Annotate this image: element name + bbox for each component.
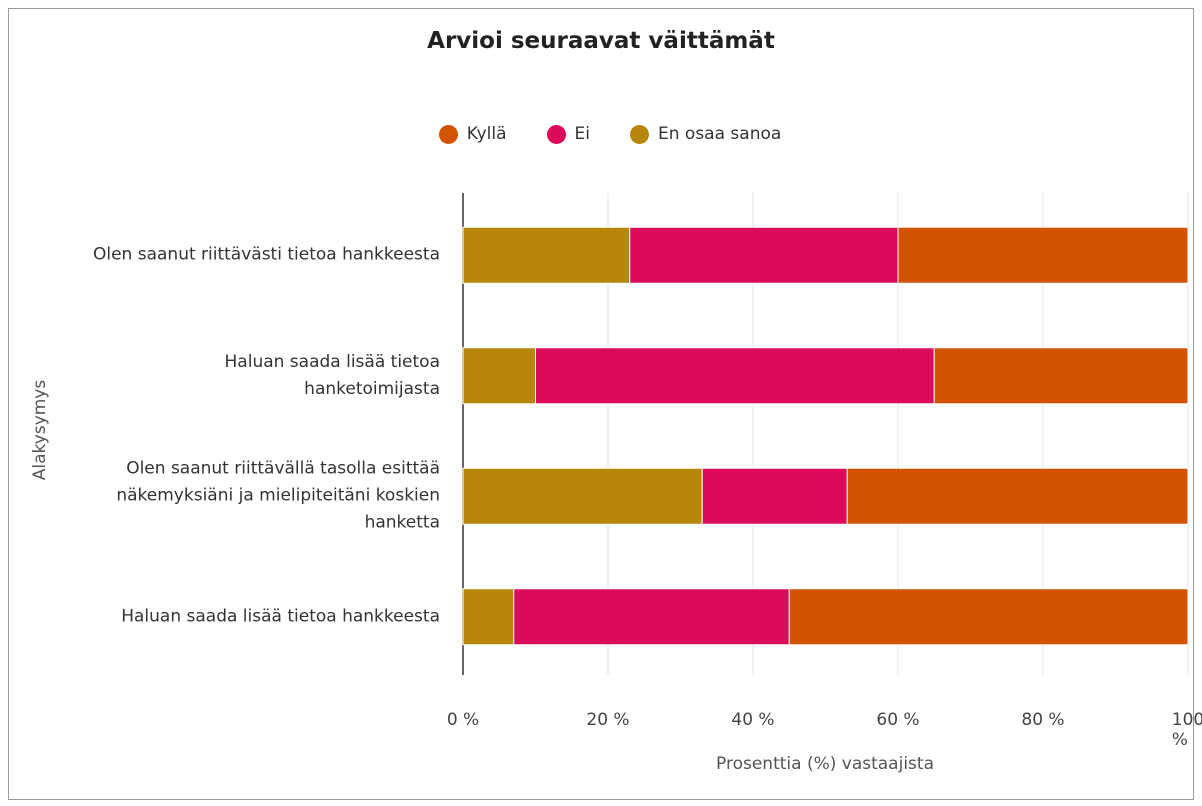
legend-label: En osaa sanoa <box>658 124 782 144</box>
bar-segment <box>629 226 899 284</box>
bar-segment <box>462 347 536 405</box>
bar-segment <box>462 226 631 284</box>
x-tick-label: 0 % <box>446 710 480 730</box>
x-tick-label: 60 % <box>876 710 920 730</box>
legend-marker <box>630 124 649 144</box>
bar-segment <box>897 226 1189 284</box>
bar-segment <box>462 467 703 525</box>
legend-label: Kyllä <box>466 124 507 144</box>
y-axis-title: Alakysymys <box>30 379 50 481</box>
y-tick-label: Olen saanut riittävästi tietoa hankkeest… <box>92 244 440 265</box>
y-tick-label: Haluan saada lisää tietoa hankkeesta <box>121 606 440 627</box>
chart-title: Arvioi seuraavat väittämät <box>427 28 775 54</box>
x-tick-label: 80 % <box>1021 710 1065 730</box>
bar-segment <box>933 347 1189 405</box>
x-tick-label: 40 % <box>731 710 775 730</box>
bar-segment <box>846 467 1189 525</box>
legend: Kyllä Ei En osaa sanoa <box>0 124 1202 144</box>
bar-segment <box>788 588 1189 646</box>
legend-item: En osaa sanoa <box>630 124 781 144</box>
legend-item: Kyllä <box>438 124 507 144</box>
legend-marker <box>438 124 458 144</box>
y-tick-label: Haluan saada lisää tietoa hanketoimijast… <box>224 351 440 399</box>
bar-segment <box>701 467 848 525</box>
y-tick-label: Olen saanut riittävällä tasolla esittää … <box>116 458 440 533</box>
frame <box>8 8 1194 800</box>
x-axis-title: Prosenttia (%) vastaajista <box>716 754 934 774</box>
bar-segment <box>535 347 935 405</box>
bar-segment <box>462 588 515 646</box>
x-tick-label: 20 % <box>586 710 630 730</box>
x-tick-label: 100 % <box>1171 710 1202 750</box>
bar-segment <box>513 588 790 646</box>
legend-label: Ei <box>574 124 590 144</box>
legend-item: Ei <box>546 124 590 144</box>
legend-marker <box>546 124 566 144</box>
